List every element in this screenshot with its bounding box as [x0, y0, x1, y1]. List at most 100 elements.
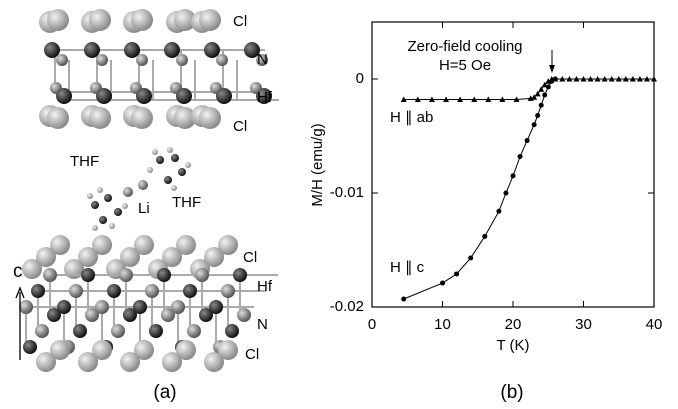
annotation: Zero-field cooling	[407, 38, 522, 55]
atom	[23, 340, 37, 354]
atom	[152, 149, 158, 155]
atom	[124, 42, 140, 58]
data-point	[454, 271, 459, 276]
atom	[204, 42, 220, 58]
data-point	[468, 255, 473, 260]
atom-label: N	[257, 51, 268, 68]
atom	[171, 300, 185, 314]
atom	[183, 284, 197, 298]
atom	[123, 187, 133, 197]
y-axis-label: M/H (emu/g)	[309, 123, 326, 206]
atom	[164, 176, 172, 184]
data-point	[482, 234, 487, 239]
atom	[119, 268, 133, 282]
atom	[145, 284, 159, 298]
data-point	[535, 113, 540, 118]
atom	[233, 268, 247, 282]
atom	[87, 193, 93, 199]
atom	[91, 201, 99, 209]
atom	[138, 180, 148, 190]
atom-label: Cl	[233, 118, 247, 135]
atom-label: Cl	[233, 13, 247, 30]
data-point	[553, 77, 558, 82]
atom	[171, 154, 179, 162]
atom	[92, 225, 98, 231]
atom	[164, 42, 180, 58]
data-point	[542, 92, 547, 97]
atom	[89, 9, 111, 31]
atom	[19, 300, 33, 314]
atom	[57, 300, 71, 314]
atom	[131, 9, 153, 31]
atom	[122, 203, 128, 209]
x-tick-label: 30	[575, 316, 592, 333]
y-tick-label: -0.02	[330, 298, 364, 315]
atom	[176, 88, 192, 104]
atom	[111, 324, 125, 338]
atom	[171, 185, 177, 191]
atom	[178, 168, 186, 176]
atom	[225, 324, 239, 338]
x-tick-label: 0	[368, 316, 376, 333]
atom	[176, 54, 188, 66]
y-tick-label: -0.01	[330, 184, 364, 201]
atom	[22, 259, 42, 279]
data-point	[511, 173, 516, 178]
x-tick-label: 20	[505, 316, 522, 333]
atom	[31, 284, 45, 298]
atom	[97, 187, 103, 193]
atom	[162, 352, 182, 372]
atom	[36, 352, 56, 372]
atom	[114, 208, 122, 216]
x-axis-label: T (K)	[496, 337, 529, 354]
caption: (a)	[153, 382, 176, 403]
atom	[84, 42, 100, 58]
axis-label: c	[13, 261, 23, 282]
atom	[99, 216, 107, 224]
atom	[96, 88, 112, 104]
atom-label: Hf	[257, 89, 273, 106]
atom	[195, 268, 209, 282]
atom	[120, 352, 140, 372]
figure: Cl N Hf Cl THF Li THF Cl Hf N Cl c (a) T…	[0, 0, 678, 409]
molecule-label: THF	[70, 153, 99, 170]
atom	[104, 194, 112, 202]
atom	[209, 300, 223, 314]
caption: (b)	[500, 382, 523, 403]
atom	[216, 54, 228, 66]
atom-label: N	[257, 316, 268, 333]
atom	[73, 324, 87, 338]
atom	[199, 107, 221, 129]
annotation: H=5 Oe	[439, 57, 491, 74]
atom	[78, 352, 98, 372]
atom	[69, 284, 83, 298]
atom	[187, 324, 201, 338]
data-point	[518, 154, 523, 159]
data-point	[532, 122, 537, 127]
atom	[147, 167, 153, 173]
atom	[204, 352, 224, 372]
atom	[44, 42, 60, 58]
series-label: H ∥ c	[390, 259, 425, 276]
atom	[56, 54, 68, 66]
atom-label: Cl	[245, 346, 259, 363]
atom	[149, 324, 163, 338]
atom	[136, 88, 152, 104]
atom	[199, 9, 221, 31]
atom-label: Hf	[257, 278, 273, 295]
atom	[136, 54, 148, 66]
x-tick-label: 10	[434, 316, 451, 333]
atom	[157, 268, 171, 282]
atom	[237, 308, 251, 322]
atom	[109, 223, 115, 229]
atom	[131, 107, 153, 129]
atom	[107, 284, 121, 298]
atom	[47, 107, 69, 129]
atom	[89, 107, 111, 129]
data-point	[539, 103, 544, 108]
data-point	[503, 191, 508, 196]
atom	[216, 88, 232, 104]
atom	[96, 54, 108, 66]
data-point	[525, 138, 530, 143]
data-point	[401, 297, 406, 302]
